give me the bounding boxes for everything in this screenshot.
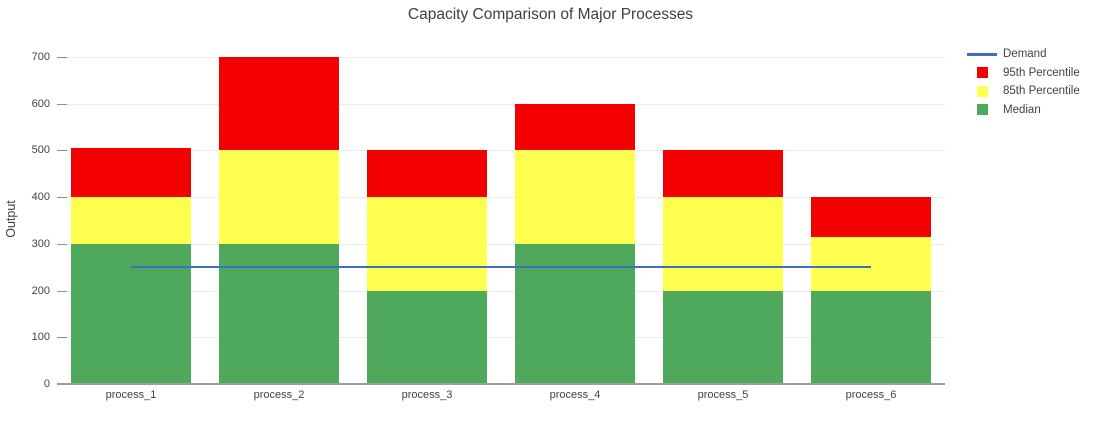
tick-mark-y-200: [57, 290, 67, 292]
x-tick-label-process_6: process_6: [845, 389, 897, 401]
legend-line-marker-icon: [967, 52, 997, 56]
y-axis-tick-labels: 0 100 200 300 400 500 600 700: [0, 51, 50, 390]
bar-segment-95th-percentile-process_1: [71, 148, 191, 198]
y-tick-label-400: 400: [31, 191, 50, 204]
gridline-y-500: [57, 150, 945, 152]
legend-item-median: Median: [963, 101, 1080, 120]
legend-item-demand: Demand: [963, 45, 1080, 64]
legend-label: 95th Percentile: [1003, 66, 1080, 79]
gridline-y-300: [57, 243, 945, 245]
x-tick-label-process_1: process_1: [105, 389, 157, 401]
legend-square-marker-icon: [977, 85, 988, 97]
bar-segment-95th-percentile-process_4: [515, 103, 635, 151]
bar-segment-median-process_4: [515, 243, 635, 384]
demand-line: [131, 266, 871, 269]
bar-segment-85th-percentile-process_4: [515, 150, 635, 244]
legend: Demand 95th Percentile 85th Percentile Medi…: [963, 45, 1080, 119]
bar-segment-85th-percentile-process_5: [663, 197, 783, 291]
legend-square-marker-icon: [977, 67, 988, 79]
gridline-y-700: [57, 57, 945, 58]
bar-segment-85th-percentile-process_2: [219, 150, 339, 244]
y-tick-label-600: 600: [31, 97, 50, 110]
gridline-y-200: [57, 290, 945, 292]
bar-segment-95th-percentile-process_3: [367, 150, 487, 198]
bar-segment-95th-percentile-process_5: [663, 150, 783, 198]
bar-segment-median-process_2: [219, 243, 339, 384]
legend-marker-column: [963, 85, 1000, 97]
plot-area: [57, 57, 945, 384]
legend-marker-column: [963, 104, 1000, 116]
bar-segment-median-process_1: [71, 243, 191, 384]
x-tick-label-process_5: process_5: [697, 389, 749, 401]
tick-mark-y-300: [57, 243, 67, 245]
y-tick-label-500: 500: [31, 144, 50, 157]
y-tick-label-300: 300: [31, 237, 50, 250]
bar-segment-85th-percentile-process_1: [71, 197, 191, 244]
x-axis-line: [57, 383, 945, 385]
legend-label: 85th Percentile: [1003, 85, 1080, 98]
tick-mark-y-700: [57, 57, 67, 58]
tick-mark-y-500: [57, 150, 67, 152]
tick-mark-y-600: [57, 103, 67, 105]
y-tick-label-0: 0: [43, 378, 50, 390]
y-tick-label-200: 200: [31, 284, 50, 297]
bar-segment-median-process_6: [811, 290, 931, 384]
legend-item-85th-percentile: 85th Percentile: [963, 82, 1080, 101]
chart-title: Capacity Comparison of Major Processes: [407, 6, 694, 23]
legend-marker-column: [963, 52, 1000, 56]
legend-label: Demand: [1003, 48, 1047, 61]
legend-square-marker-icon: [977, 104, 988, 116]
legend-item-95th-percentile: 95th Percentile: [963, 64, 1080, 83]
tick-mark-y-100: [57, 337, 67, 339]
bar-segment-95th-percentile-process_6: [811, 197, 931, 237]
legend-marker-column: [963, 67, 1000, 79]
bar-segment-85th-percentile-process_3: [367, 197, 487, 291]
tick-mark-y-400: [57, 197, 67, 199]
bar-segment-median-process_3: [367, 290, 487, 384]
y-tick-label-100: 100: [31, 331, 50, 344]
y-tick-label-700: 700: [31, 51, 50, 63]
gridline-y-600: [57, 103, 945, 105]
bar-segment-85th-percentile-process_6: [811, 236, 931, 291]
gridline-y-400: [57, 197, 945, 199]
x-axis-tick-labels: process_1 process_2 process_3 process_4 proc…: [57, 389, 945, 405]
x-tick-label-process_4: process_4: [549, 389, 601, 401]
x-tick-label-process_2: process_2: [253, 389, 305, 401]
bar-segment-95th-percentile-process_2: [219, 57, 339, 151]
legend-label: Median: [1003, 103, 1041, 116]
gridline-y-100: [57, 337, 945, 339]
bar-segment-median-process_5: [663, 290, 783, 384]
x-tick-label-process_3: process_3: [401, 389, 453, 401]
